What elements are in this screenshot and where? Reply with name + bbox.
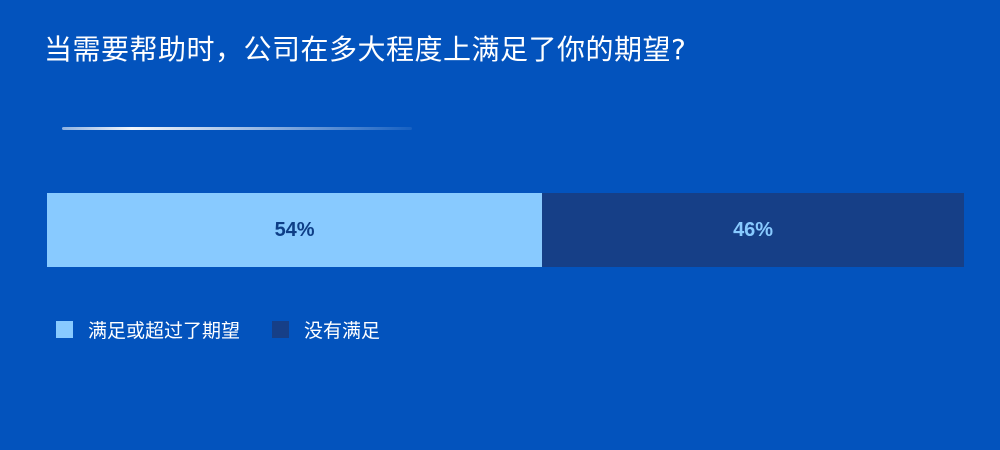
- legend-swatch-2: [272, 321, 290, 338]
- bar-segment-2: 46%: [542, 193, 964, 267]
- legend-item-2: 没有满足: [272, 316, 380, 343]
- legend-item-1: 满足或超过了期望: [56, 316, 240, 343]
- legend-label-2: 没有满足: [304, 320, 381, 342]
- title-divider: [62, 127, 412, 130]
- legend-label-1: 满足或超过了期望: [88, 320, 241, 342]
- legend: 满足或超过了期望 没有满足: [56, 316, 412, 343]
- bar-segment-1-label: 54%: [274, 218, 315, 241]
- legend-swatch-1: [56, 321, 73, 338]
- stacked-bar: 54% 46%: [47, 193, 964, 267]
- chart-title: 当需要帮助时，公司在多大程度上满足了你的期望?: [44, 33, 687, 66]
- bar-segment-2-label: 46%: [733, 218, 774, 241]
- bar-segment-1: 54%: [47, 193, 543, 267]
